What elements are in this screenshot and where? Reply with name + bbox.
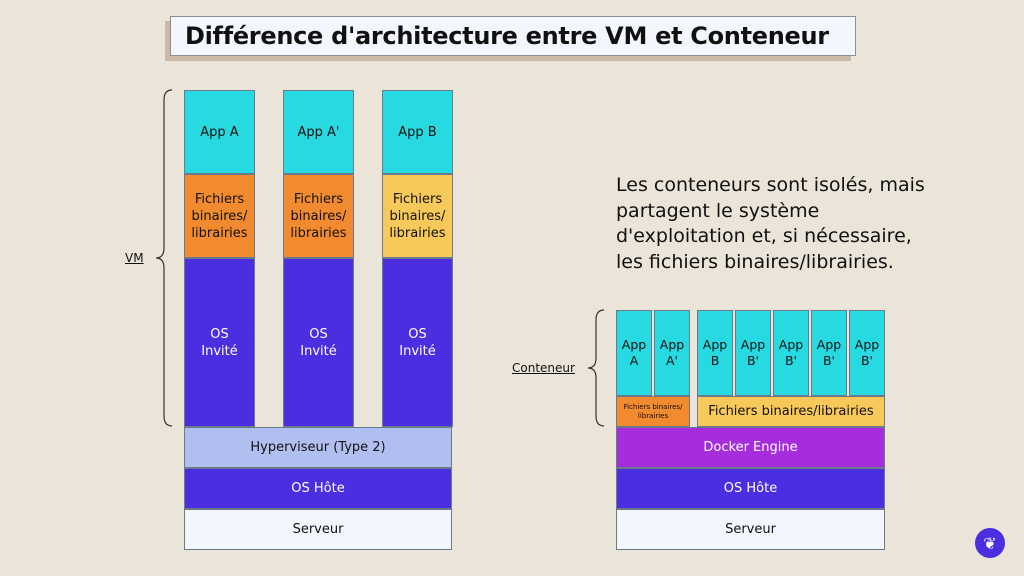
container-libs-large: Fichiers binaires/librairies — [697, 396, 885, 427]
vm-brace — [155, 89, 173, 427]
vm-label: VM — [125, 251, 144, 265]
container-label: Conteneur — [512, 361, 575, 375]
container-app-block: App B' — [735, 310, 771, 396]
container-app-block: App B' — [773, 310, 809, 396]
container-server-layer: Serveur — [616, 509, 885, 550]
vm-libs-block: Fichiers binaires/ librairies — [184, 174, 255, 258]
container-app-block: App B — [697, 310, 733, 396]
container-host-os-layer: OS Hôte — [616, 468, 885, 509]
container-libs-small: Fichiers binaires/ librairies — [616, 396, 690, 427]
container-app-block: App A' — [654, 310, 690, 396]
vm-app-block: App A — [184, 90, 255, 174]
container-app-block: App A — [616, 310, 652, 396]
container-app-block: App B' — [849, 310, 885, 396]
vm-server-layer: Serveur — [184, 509, 452, 550]
vm-guest-os-block: OS Invité — [184, 258, 255, 427]
vm-app-block: App A' — [283, 90, 354, 174]
page-title: Différence d'architecture entre VM et Co… — [170, 16, 856, 56]
container-brace — [587, 309, 605, 427]
vm-host-os-layer: OS Hôte — [184, 468, 452, 509]
griffin-logo-icon: ❦ — [975, 528, 1005, 558]
vm-guest-os-block: OS Invité — [382, 258, 453, 427]
vm-app-block: App B — [382, 90, 453, 174]
hypervisor-layer: Hyperviseur (Type 2) — [184, 427, 452, 468]
vm-libs-block: Fichiers binaires/ librairies — [283, 174, 354, 258]
vm-guest-os-block: OS Invité — [283, 258, 354, 427]
vm-libs-block: Fichiers binaires/ librairies — [382, 174, 453, 258]
container-note: Les conteneurs sont isolés, mais partage… — [616, 174, 925, 273]
docker-engine-layer: Docker Engine — [616, 427, 885, 468]
container-app-block: App B' — [811, 310, 847, 396]
